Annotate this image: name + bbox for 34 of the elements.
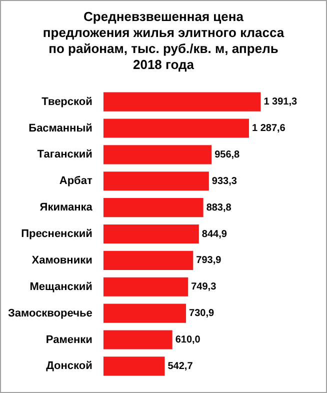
data-label: 542,7 bbox=[168, 360, 194, 372]
y-tick-label: Басманный bbox=[28, 122, 92, 134]
bar bbox=[103, 250, 194, 270]
bar bbox=[103, 304, 186, 323]
bar bbox=[103, 118, 249, 138]
data-label: 883,8 bbox=[206, 202, 232, 214]
data-label: 1 391,3 bbox=[264, 96, 298, 108]
y-tick-label: Тверской bbox=[42, 96, 92, 108]
y-tick-label: Пресненский bbox=[21, 228, 92, 240]
data-label: 793,9 bbox=[196, 255, 222, 266]
y-tick-label: Таганский bbox=[37, 148, 92, 161]
data-label: 956,8 bbox=[214, 149, 240, 160]
bar bbox=[103, 145, 212, 164]
data-label: 730,9 bbox=[189, 308, 214, 320]
y-tick-label: Арбат bbox=[59, 175, 93, 188]
data-label: 610,0 bbox=[175, 334, 201, 346]
data-label: 844,9 bbox=[202, 228, 228, 240]
y-tick-label: Замоскворечье bbox=[8, 307, 92, 320]
bar bbox=[103, 224, 199, 244]
y-tick-label: Раменки bbox=[46, 334, 92, 346]
data-label: 749,3 bbox=[191, 282, 217, 293]
y-tick-label: Якиманка bbox=[40, 202, 94, 214]
y-tick-label: Донской bbox=[46, 360, 92, 372]
data-label: 933,3 bbox=[212, 176, 238, 187]
bar bbox=[103, 172, 209, 191]
bar bbox=[103, 356, 165, 376]
data-label: 1 287,6 bbox=[252, 123, 286, 134]
y-tick-label: Мещанский bbox=[30, 280, 92, 293]
bar bbox=[103, 277, 188, 296]
bar bbox=[103, 198, 204, 218]
y-tick-label: Хамовники bbox=[32, 254, 92, 266]
bar bbox=[103, 330, 172, 350]
chart-title: Средневзвешенная цена предложения жилья элитного класса по районам, тыс. руб./кв. м, апрель 2018 года bbox=[42, 9, 286, 74]
bar bbox=[103, 92, 261, 112]
